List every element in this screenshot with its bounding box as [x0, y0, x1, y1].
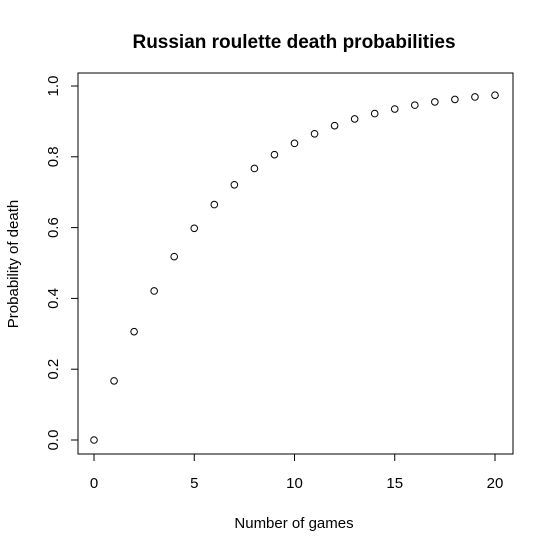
x-axis-label: Number of games [234, 515, 353, 532]
data-point [150, 287, 158, 295]
x-tick-label: 15 [386, 475, 403, 492]
data-point [270, 150, 279, 159]
data-point [230, 180, 239, 189]
data-point [210, 200, 219, 209]
plot-frame [77, 72, 514, 455]
y-tick-label: 0.8 [45, 146, 62, 167]
data-point [350, 115, 359, 123]
data-point [431, 98, 439, 106]
data-point [170, 252, 178, 261]
data-point [90, 436, 98, 444]
y-tick-label: 1.0 [45, 76, 62, 97]
x-tick-label: 10 [286, 475, 303, 492]
x-tick-label: 0 [90, 475, 98, 492]
data-point [471, 93, 479, 101]
data-point [330, 121, 339, 130]
x-tick-label: 5 [190, 475, 198, 492]
data-points [90, 91, 499, 444]
y-axis-label: Probability of death [5, 200, 22, 328]
x-tick-label: 20 [487, 475, 504, 492]
data-point [390, 105, 399, 113]
data-point [250, 164, 259, 173]
y-tick-label: 0.6 [45, 217, 62, 238]
data-point [451, 95, 459, 104]
y-tick-label: 0.2 [45, 359, 62, 380]
data-point [110, 377, 118, 385]
data-point [491, 91, 499, 100]
data-point [411, 101, 419, 109]
x-axis: 0 5 10 15 20 [90, 453, 504, 492]
y-axis: 0.0 0.2 0.4 0.6 0.8 1.0 [45, 76, 79, 451]
data-point [370, 109, 379, 118]
data-point [290, 139, 299, 148]
y-tick-label: 0.4 [45, 288, 62, 309]
data-point [310, 129, 319, 138]
data-point [190, 224, 199, 233]
chart-title: Russian roulette death probabilities [132, 32, 455, 53]
y-tick-label: 0.0 [45, 430, 62, 451]
data-point [130, 327, 138, 336]
